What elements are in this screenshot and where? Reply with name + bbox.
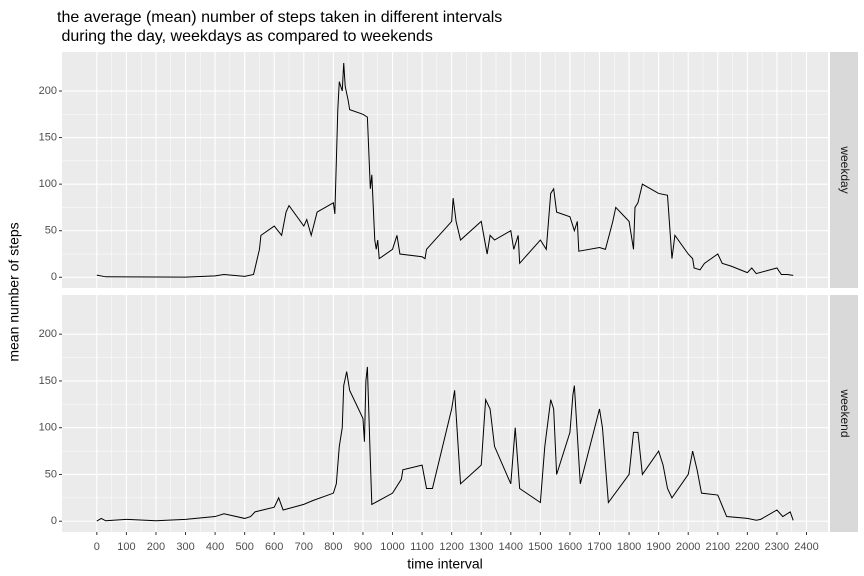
x-tick-label: 300 (176, 541, 194, 553)
x-tick-label: 1700 (587, 541, 611, 553)
strip-background (830, 295, 858, 532)
x-tick-label: 1400 (499, 541, 523, 553)
x-tick-label: 500 (235, 541, 253, 553)
chart-title: during the day, weekdays as compared to … (57, 28, 433, 45)
x-axis-title: time interval (407, 556, 482, 572)
y-axis-title: mean number of steps (6, 222, 22, 361)
x-tick-label: 2300 (765, 541, 789, 553)
x-tick-label: 1800 (617, 541, 641, 553)
x-tick-label: 1300 (469, 541, 493, 553)
panel-background (62, 295, 828, 532)
x-tick-label: 400 (206, 541, 224, 553)
y-tick-label: 150 (39, 375, 57, 387)
x-tick-label: 2100 (706, 541, 730, 553)
x-tick-label: 1500 (528, 541, 552, 553)
strip-background (830, 52, 858, 288)
x-tick-label: 700 (295, 541, 313, 553)
chart-title: the average (mean) number of steps taken… (57, 9, 502, 26)
strip-label: weekday (838, 145, 852, 193)
x-tick-label: 1100 (410, 541, 434, 553)
x-tick-label: 1900 (646, 541, 670, 553)
x-tick-label: 800 (324, 541, 342, 553)
y-tick-label: 200 (39, 328, 57, 340)
x-tick-label: 600 (265, 541, 283, 553)
x-tick-label: 1200 (439, 541, 463, 553)
x-tick-label: 1000 (380, 541, 404, 553)
y-tick-label: 100 (39, 422, 57, 434)
y-tick-label: 150 (39, 131, 57, 143)
x-tick-label: 0 (94, 541, 100, 553)
data-line (96, 63, 794, 278)
y-tick-label: 50 (45, 468, 57, 480)
x-tick-label: 2000 (676, 541, 700, 553)
x-tick-label: 1600 (558, 541, 582, 553)
strip-label: weekend (838, 388, 852, 437)
y-tick-label: 0 (51, 271, 57, 283)
y-tick-label: 100 (39, 178, 57, 190)
data-line (96, 366, 794, 522)
panel-background (62, 52, 828, 288)
y-tick-label: 200 (39, 85, 57, 97)
x-tick-label: 2200 (735, 541, 759, 553)
x-tick-label: 900 (354, 541, 372, 553)
y-tick-label: 0 (51, 515, 57, 527)
x-tick-label: 100 (117, 541, 135, 553)
x-tick-label: 2400 (794, 541, 818, 553)
y-tick-label: 50 (45, 225, 57, 237)
x-tick-label: 200 (147, 541, 165, 553)
